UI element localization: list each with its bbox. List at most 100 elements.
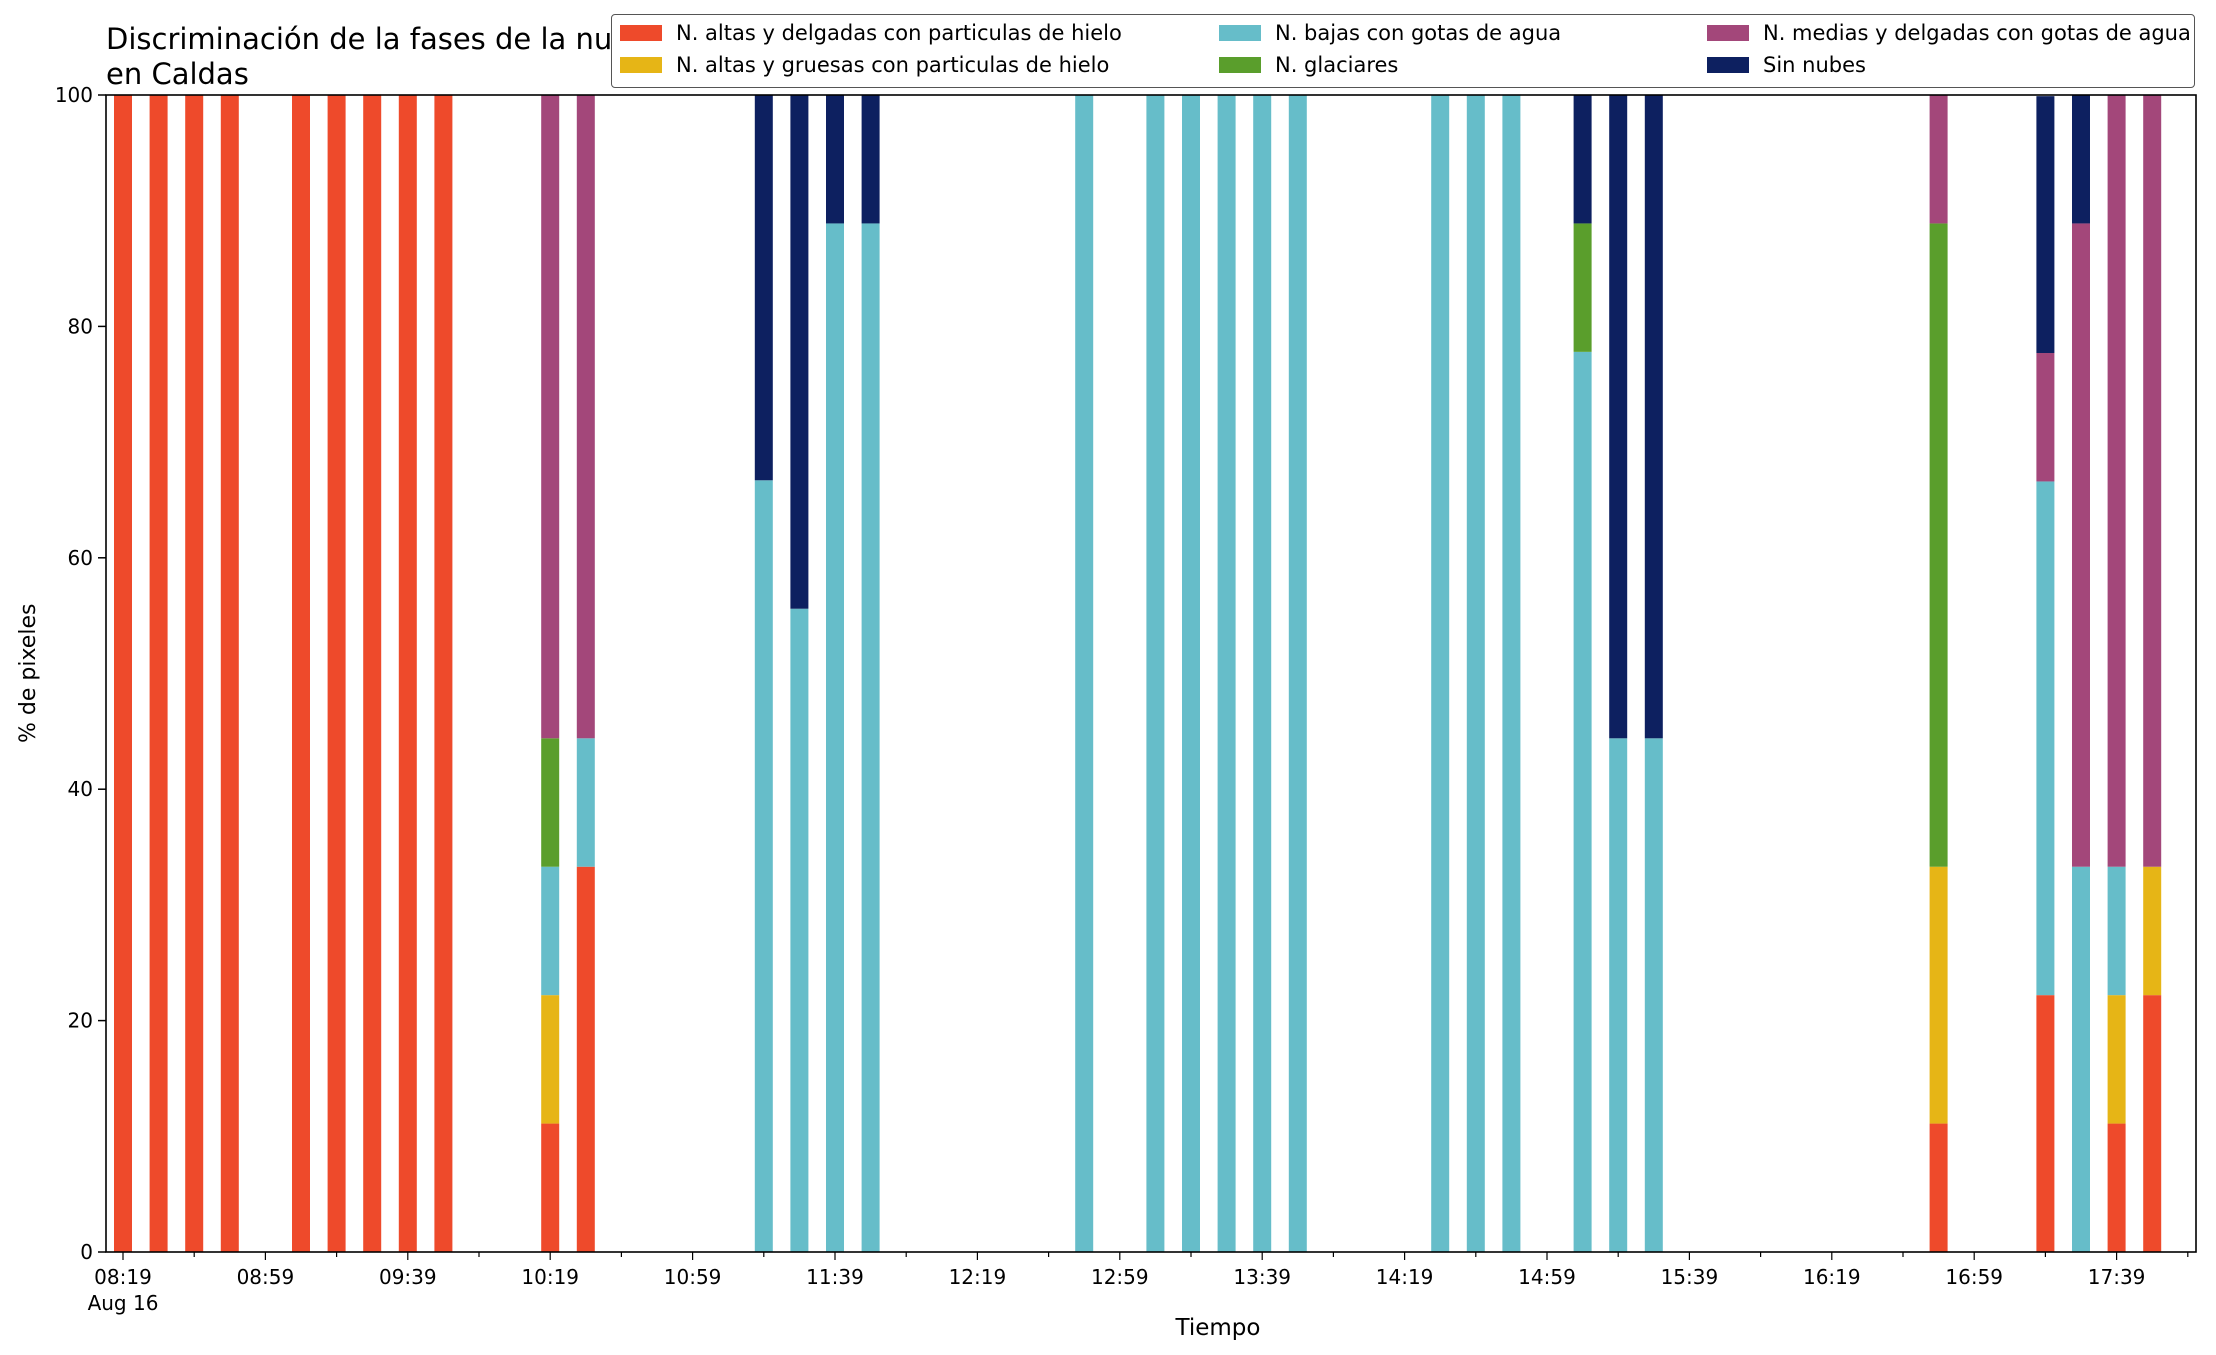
- x-tick-label: 12:19: [949, 1265, 1007, 1289]
- y-axis-label: % de pixeles: [16, 603, 41, 743]
- chart-title: Discriminación de la fases de la nube en…: [106, 22, 649, 91]
- bar-segment-1749-s1: [2143, 866, 2162, 996]
- bar-segment-0919-s0: [327, 95, 346, 1252]
- legend-swatch: [1707, 57, 1749, 73]
- x-tick-label: 16:59: [1945, 1265, 2003, 1289]
- bar-segment-1649-s0: [1929, 1123, 1948, 1252]
- legend-item-3: N. glaciares: [1219, 53, 1398, 77]
- bar-segment-1739-s0: [2107, 1123, 2126, 1252]
- bar-segment-0909-s0: [292, 95, 310, 1252]
- bar-segment-1019-s3: [541, 738, 560, 867]
- y-tick-label: 40: [68, 777, 93, 801]
- y-tick-label: 100: [55, 83, 93, 107]
- bar-segment-1739-s4: [2107, 95, 2126, 867]
- bar-segment-1129-s2: [790, 608, 809, 1252]
- x-tick-label: 14:59: [1518, 1265, 1576, 1289]
- bar-segment-1529-s2: [1644, 738, 1663, 1252]
- bar-segment-1729-s5: [2072, 95, 2090, 224]
- y-tick-label: 0: [80, 1240, 93, 1264]
- legend-label: N. altas y gruesas con particulas de hie…: [676, 53, 1110, 77]
- bar-segment-1719-s0: [2036, 995, 2055, 1252]
- bar-segment-1139-s5: [826, 95, 844, 224]
- bar-segment-0849-s0: [220, 95, 239, 1252]
- legend-label: N. bajas con gotas de agua: [1275, 21, 1562, 45]
- bar-segment-0949-s0: [434, 95, 453, 1252]
- legend-item-4: N. medias y delgadas con gotas de agua: [1707, 21, 2191, 45]
- bar-segment-1739-s2: [2107, 866, 2126, 996]
- bar-segment-1649-s4: [1929, 95, 1948, 224]
- bar-segment-1749-s4: [2143, 95, 2162, 867]
- bar-segment-1649-s1: [1929, 866, 1948, 1124]
- legend-swatch: [1707, 25, 1749, 41]
- bar-segment-1029-s4: [576, 95, 595, 739]
- bar-segment-1719-s2: [2036, 481, 2055, 996]
- legend-swatch: [1219, 25, 1261, 41]
- legend-item-1: N. altas y gruesas con particulas de hie…: [620, 53, 1109, 77]
- x-tick-label: 16:19: [1803, 1265, 1861, 1289]
- bar-segment-1339-s2: [1253, 95, 1272, 1252]
- legend-item-2: N. bajas con gotas de agua: [1219, 21, 1561, 45]
- bar-segment-1119-s5: [754, 95, 773, 481]
- bar-segment-0819-s0: [114, 95, 132, 1252]
- legend-swatch: [620, 25, 662, 41]
- bar-segment-1519-s5: [1609, 95, 1628, 739]
- legend-label: N. altas y delgadas con particulas de hi…: [676, 21, 1122, 45]
- bar-segment-0939-s0: [398, 95, 417, 1252]
- x-tick-label: 15:39: [1661, 1265, 1719, 1289]
- bar-segment-1329-s2: [1217, 95, 1236, 1252]
- bar-segment-1649-s3: [1929, 223, 1948, 867]
- bar-segment-1019-s4: [541, 95, 560, 739]
- bar-segment-0839-s0: [185, 95, 204, 1252]
- x-tick-label: 08:59: [237, 1265, 295, 1289]
- legend-item-0: N. altas y delgadas con particulas de hi…: [620, 21, 1122, 45]
- legend-label: N. medias y delgadas con gotas de agua: [1763, 21, 2191, 45]
- x-tick-label: 10:19: [521, 1265, 579, 1289]
- x-tick-label: 11:39: [806, 1265, 864, 1289]
- bar-segment-1429-s2: [1431, 95, 1450, 1252]
- bar-segment-1719-s4: [2036, 353, 2055, 482]
- bar-segment-1019-s1: [541, 995, 560, 1124]
- bar-segment-1719-s5: [2036, 96, 2055, 354]
- x-tick-label: 10:59: [664, 1265, 722, 1289]
- x-axis-label: Tiempo: [1175, 1315, 1261, 1341]
- bar-segment-1309-s2: [1146, 95, 1165, 1252]
- bar-segment-1019-s2: [541, 866, 560, 996]
- bar-segment-1019-s0: [541, 1123, 560, 1252]
- y-tick-label: 80: [68, 314, 93, 338]
- bar-segment-1349-s2: [1288, 95, 1307, 1252]
- bar-segment-1529-s5: [1644, 95, 1663, 739]
- bar-segment-1149-s5: [861, 95, 880, 224]
- bar-segment-1509-s3: [1573, 223, 1592, 352]
- bar-segment-1029-s0: [576, 866, 595, 1252]
- bar-segment-1729-s2: [2072, 866, 2090, 1252]
- bar-segment-1519-s2: [1609, 738, 1628, 1252]
- legend-swatch: [620, 57, 662, 73]
- x-tick-label: 14:19: [1376, 1265, 1434, 1289]
- plot-frame: [105, 94, 2197, 1253]
- legend-label: Sin nubes: [1763, 53, 1866, 77]
- bar-segment-1319-s2: [1182, 95, 1200, 1252]
- bar-segment-1449-s2: [1502, 95, 1521, 1252]
- x-tick-label: 09:39: [379, 1265, 437, 1289]
- bar-segment-1149-s2: [861, 223, 880, 1252]
- bar-segment-1119-s2: [754, 480, 773, 1252]
- bar-segment-1129-s5: [790, 95, 809, 609]
- bars-layer: [114, 95, 2162, 1252]
- bar-segment-1739-s1: [2107, 995, 2126, 1124]
- bar-segment-1509-s5: [1573, 95, 1592, 224]
- x-tick-sublabel: Aug 16: [88, 1291, 159, 1315]
- legend-swatch: [1219, 57, 1261, 73]
- bar-segment-1729-s4: [2072, 223, 2090, 867]
- legend-label: N. glaciares: [1275, 53, 1399, 77]
- bar-segment-1249-s2: [1075, 95, 1094, 1252]
- legend: N. altas y delgadas con particulas de hi…: [611, 14, 2195, 88]
- bar-segment-1749-s0: [2143, 995, 2162, 1252]
- x-tick-label: 13:39: [1233, 1265, 1291, 1289]
- bar-segment-0929-s0: [363, 95, 382, 1252]
- bar-segment-1439-s2: [1466, 95, 1485, 1252]
- x-tick-label: 12:59: [1091, 1265, 1149, 1289]
- bar-segment-0829-s0: [149, 95, 168, 1252]
- legend-item-5: Sin nubes: [1707, 53, 1866, 77]
